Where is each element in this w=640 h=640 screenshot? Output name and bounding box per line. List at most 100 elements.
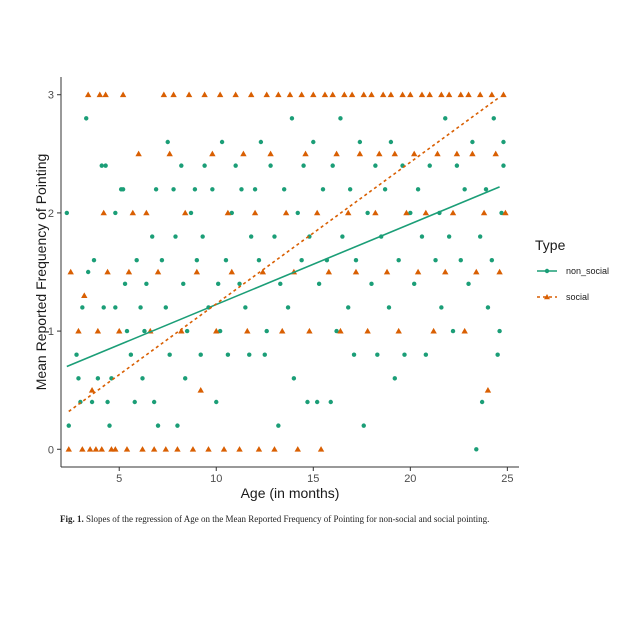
non_social-point	[122, 281, 128, 287]
non_social-point	[427, 163, 432, 168]
scatter-chart: 5 10 15 20 25 0 1 2 3 Age (in months) Mean Repor…	[33, 77, 609, 501]
social-point	[102, 91, 109, 98]
legend-label: social	[566, 292, 589, 302]
social-point	[98, 446, 105, 452]
non_social-point	[412, 281, 417, 287]
social-point	[232, 91, 239, 98]
non_social-point	[289, 116, 295, 121]
social-point	[104, 268, 111, 275]
social-point	[123, 446, 131, 452]
non_social-point	[256, 257, 262, 263]
caption-text: Slopes of the regression of Age on the M…	[86, 514, 490, 524]
non_social-point	[285, 305, 291, 310]
social-point	[75, 327, 82, 334]
non_social-point	[311, 139, 316, 145]
social-point	[275, 91, 282, 98]
social-point	[352, 268, 360, 275]
y-tick-label: 0	[48, 444, 54, 456]
social-point	[391, 150, 398, 157]
social-point	[271, 446, 278, 452]
social-point	[407, 91, 414, 98]
non_social-point	[330, 163, 335, 168]
social-point	[119, 91, 127, 98]
social-point	[488, 91, 496, 98]
legend-key-marker	[544, 294, 550, 300]
social-point	[306, 327, 313, 334]
x-axis-title: Age (in months)	[241, 485, 340, 501]
non_social-point	[361, 423, 366, 428]
social-point	[220, 446, 228, 452]
social-point	[135, 150, 142, 157]
non_social-point	[466, 281, 471, 287]
social-point	[96, 91, 104, 98]
social-point	[263, 91, 270, 98]
social-point	[325, 268, 333, 275]
social-point	[496, 268, 503, 275]
non_social-point	[84, 116, 89, 121]
social-point	[492, 150, 499, 157]
non_social-point	[485, 305, 491, 310]
social-point	[341, 91, 348, 98]
social-point	[224, 209, 232, 216]
social-point	[100, 209, 107, 216]
social-point	[251, 209, 259, 216]
non_social-point	[76, 376, 81, 381]
social-point	[216, 91, 224, 98]
non_social-point	[202, 163, 207, 168]
social-point	[383, 268, 391, 275]
non_social-point	[95, 376, 101, 381]
non_social-point	[183, 376, 188, 381]
non_social-point	[171, 187, 176, 192]
social-point	[240, 150, 247, 157]
social-point	[368, 91, 375, 98]
non_social-point	[134, 257, 139, 263]
social-point	[125, 268, 133, 275]
non_social-point	[85, 269, 91, 275]
non_social-point	[188, 210, 194, 216]
non_social-point	[142, 328, 147, 334]
social-point	[236, 446, 243, 452]
x-tick-label: 5	[116, 473, 122, 485]
non_social-point	[214, 399, 219, 405]
social-point	[209, 150, 216, 157]
social-point	[189, 446, 197, 452]
non_social-point	[454, 163, 460, 168]
social-point	[143, 209, 150, 216]
non_social-point	[474, 447, 479, 452]
non_social-point	[163, 305, 168, 310]
non_social-point	[66, 423, 71, 428]
social-point	[88, 386, 96, 393]
non_social-point	[140, 376, 145, 381]
non_social-point	[132, 399, 137, 405]
non_social-point	[433, 257, 438, 263]
social-point	[244, 327, 251, 334]
non_social-point	[120, 187, 126, 192]
non_social-point	[375, 352, 380, 357]
non_social-point	[107, 423, 112, 428]
non_social-point	[276, 423, 281, 428]
social-point	[166, 150, 173, 157]
non_social-point	[217, 328, 223, 334]
x-tick-label: 10	[210, 473, 222, 485]
non_social-point	[340, 234, 345, 239]
non_social-point	[159, 257, 165, 263]
non_social-point	[194, 257, 200, 263]
non_social-point	[239, 187, 244, 192]
non_social-point	[262, 352, 267, 357]
non_social-point	[175, 423, 180, 428]
non_social-point	[179, 163, 184, 168]
non_social-point	[392, 376, 397, 381]
non_social-point	[124, 328, 130, 334]
non_social-point	[64, 210, 70, 216]
non_social-point	[295, 210, 300, 216]
figure-label: Fig. 1.	[60, 514, 84, 524]
regression-lines	[66, 96, 501, 413]
non_social-point	[225, 352, 231, 357]
social-point	[445, 91, 453, 98]
social-point	[84, 91, 92, 98]
social-point	[422, 209, 430, 216]
social-point	[360, 91, 367, 98]
non_social-point	[301, 163, 306, 168]
social-point	[500, 91, 507, 98]
